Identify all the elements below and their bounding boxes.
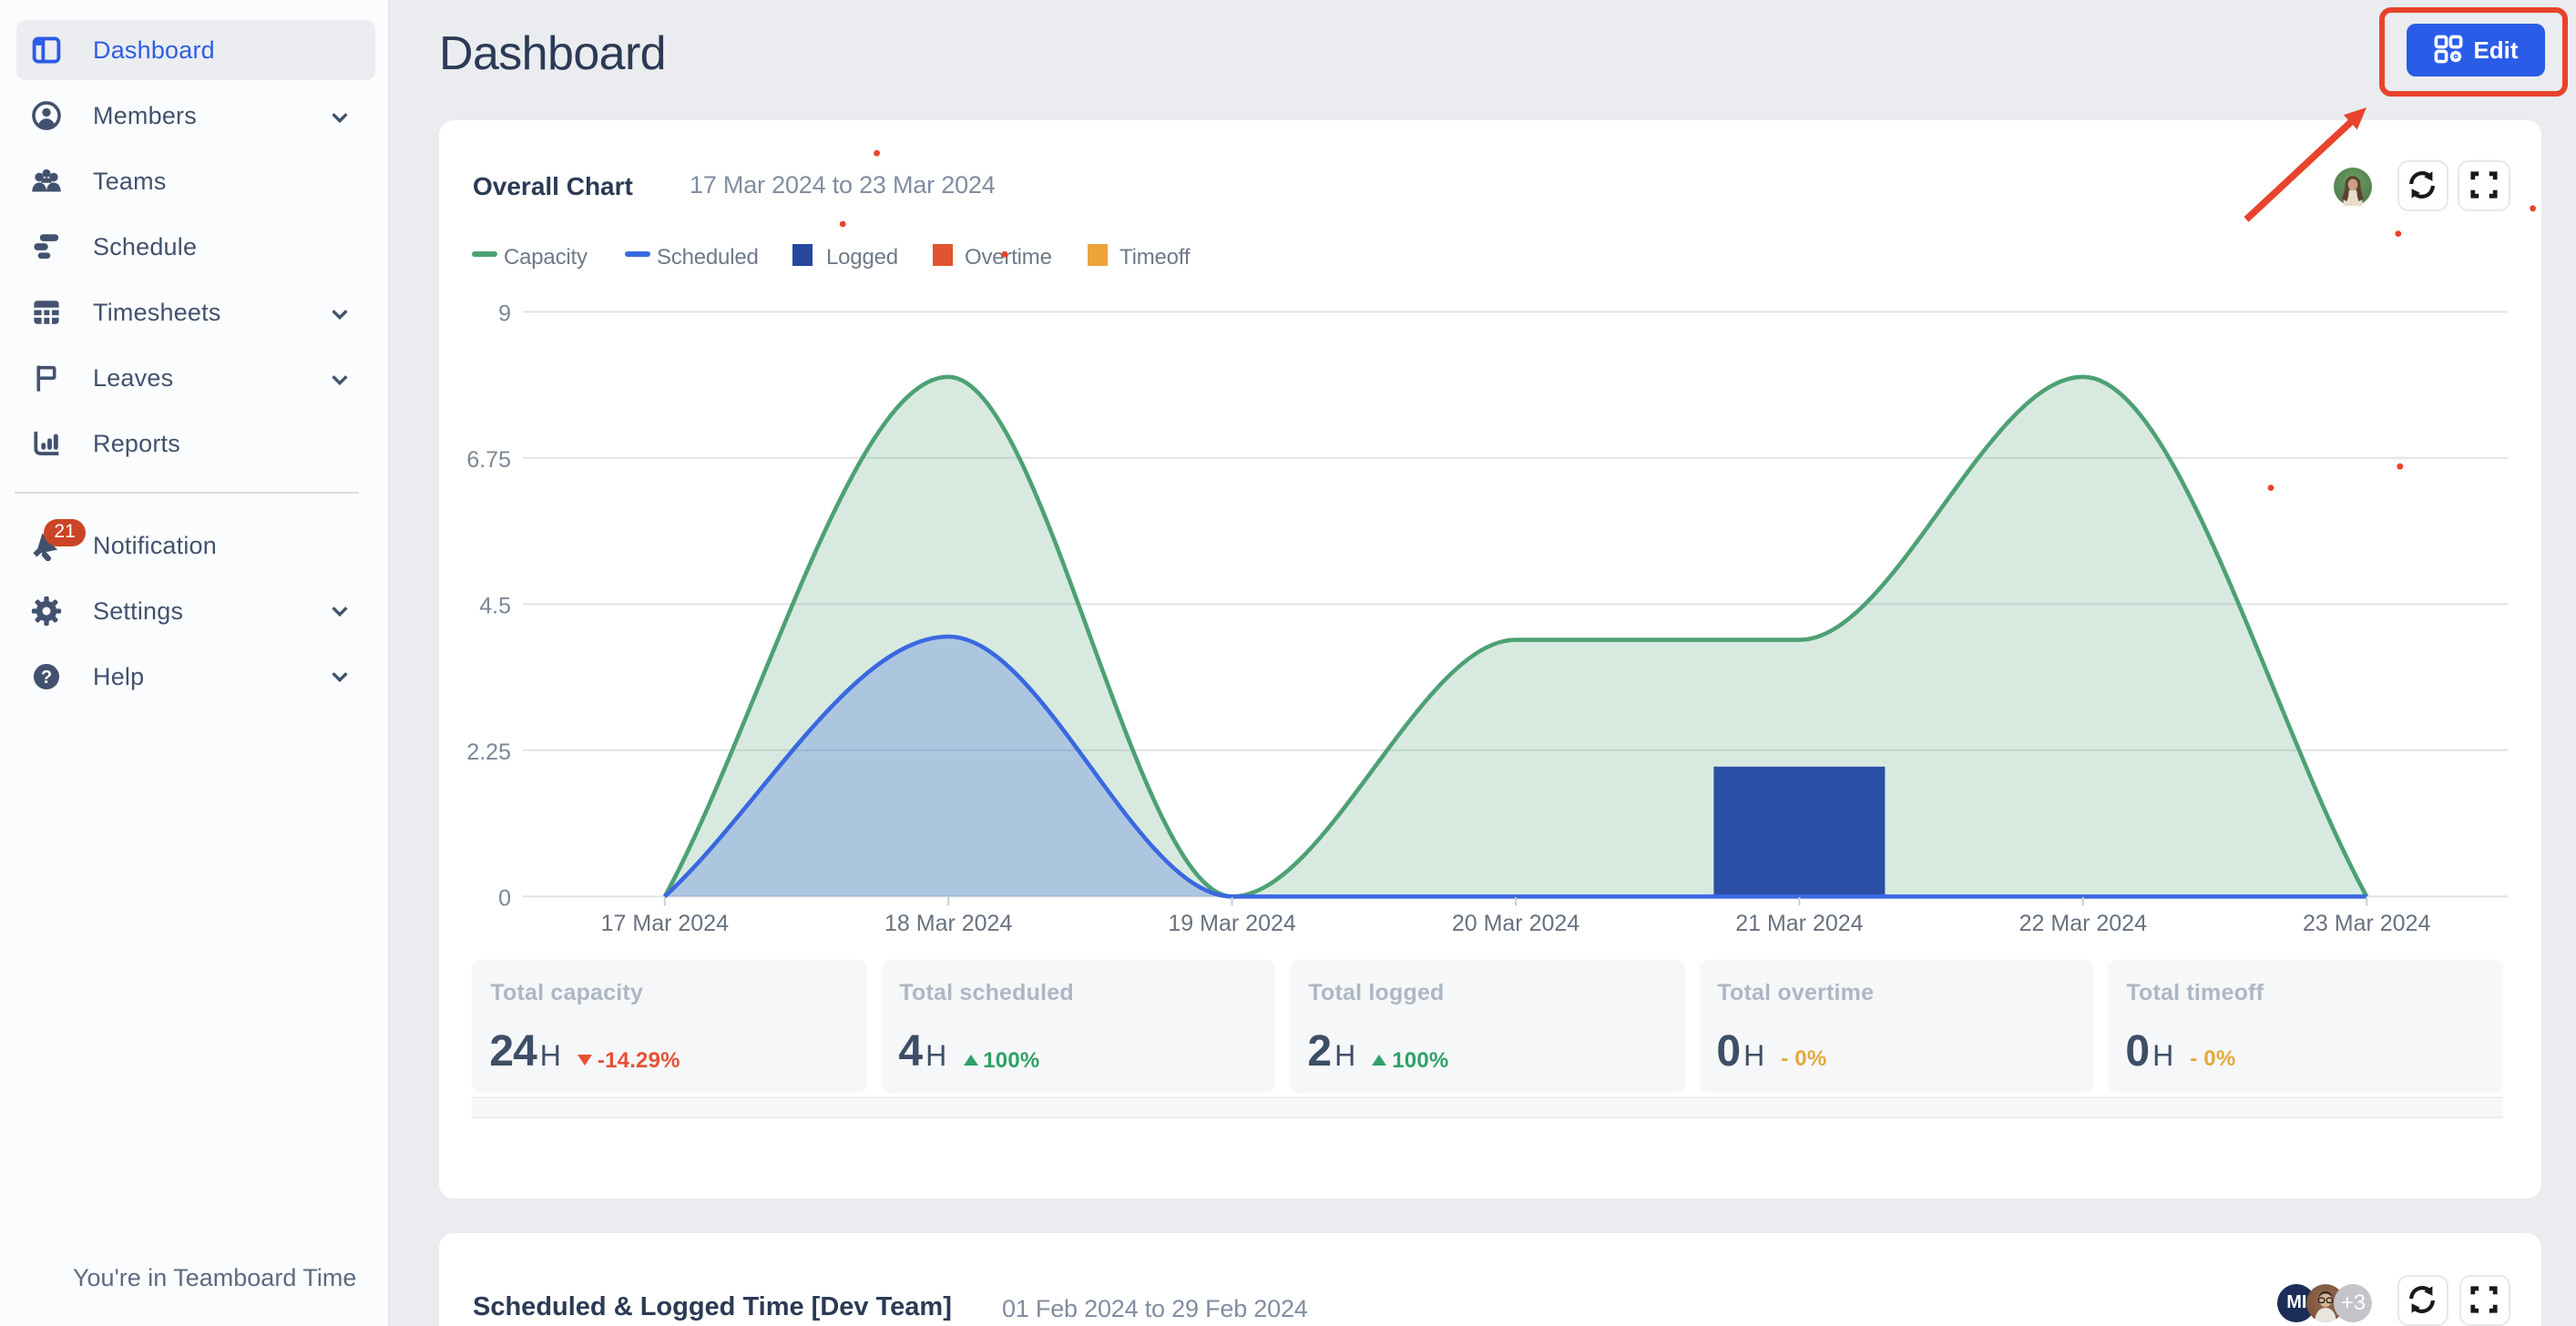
- svg-text:?: ?: [40, 667, 51, 687]
